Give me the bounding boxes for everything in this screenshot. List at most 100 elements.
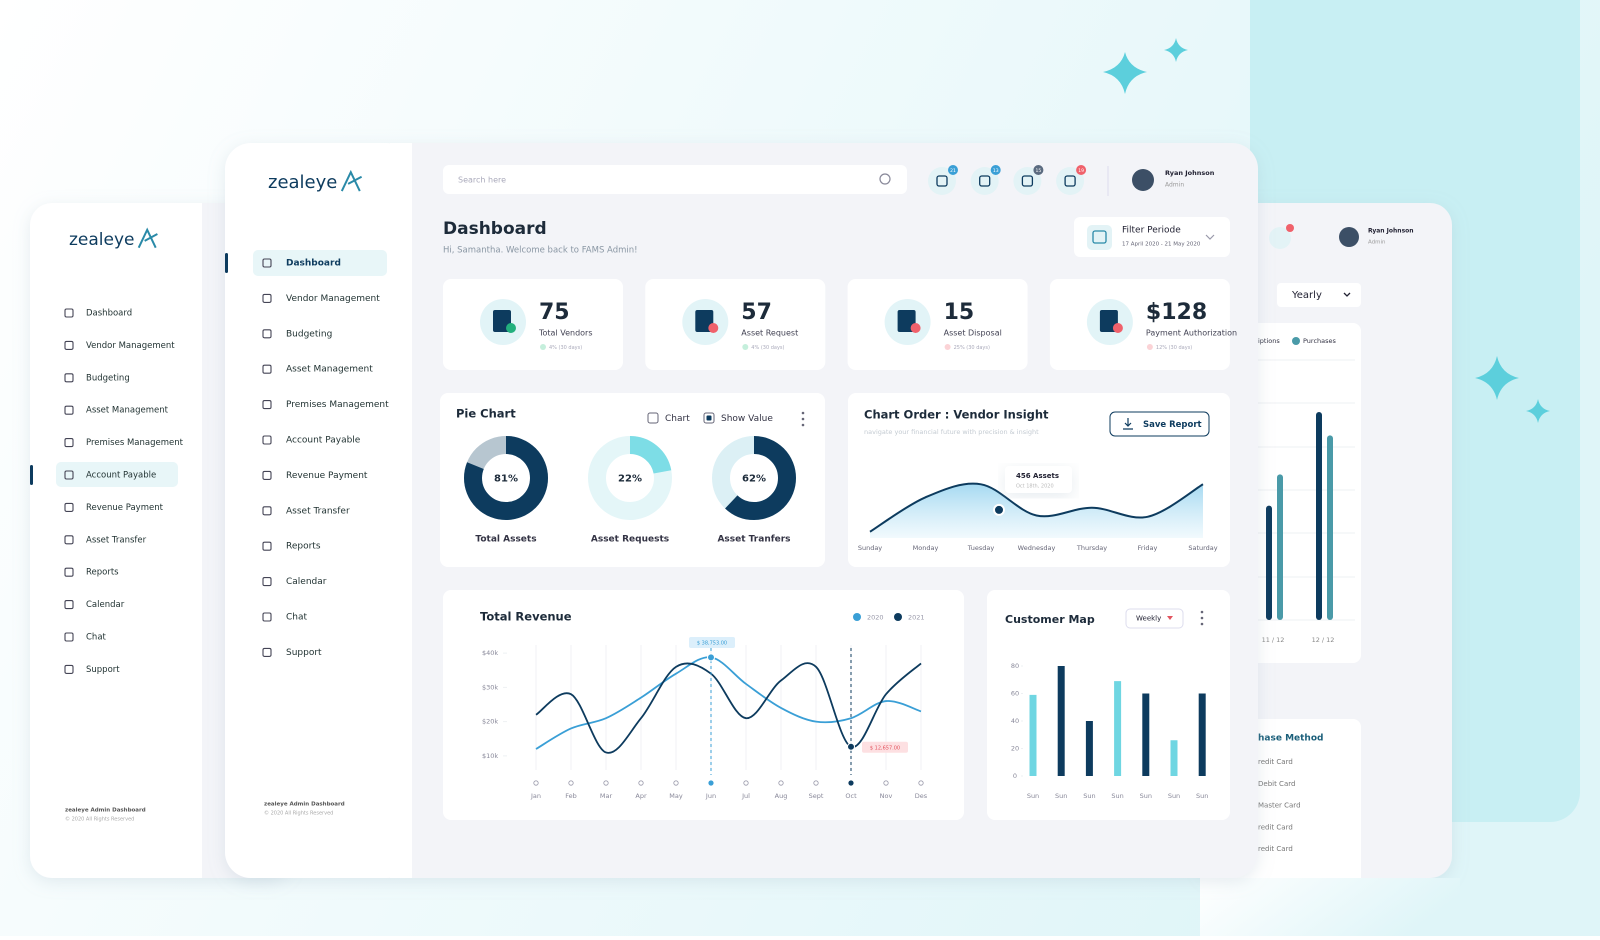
back-right-cover <box>1200 878 1460 936</box>
avatar <box>1339 227 1359 247</box>
stat-change: 4% (30 days) <box>549 345 582 351</box>
footer-title: zealeye Admin Dashboard <box>65 808 146 814</box>
stat-value: 15 <box>944 300 975 325</box>
y-tick-label: $10k <box>482 752 498 760</box>
stat-icon-accent <box>506 323 516 333</box>
x-tick-label: Jul <box>741 792 750 800</box>
bar <box>1029 694 1037 776</box>
x-tick-label: Tuesday <box>967 544 995 552</box>
line <box>535 656 922 750</box>
stat-card <box>645 279 826 370</box>
back-left-sidebar-edge <box>180 203 202 878</box>
stat-label: Asset Request <box>741 329 798 338</box>
menu-item[interactable]: Asset Management <box>286 365 373 375</box>
menu-item[interactable]: Reports <box>286 542 321 552</box>
menu-item[interactable]: Calendar <box>286 577 327 587</box>
x-tick-label: Sun <box>1140 792 1152 800</box>
menu-item[interactable]: Asset Transfer <box>86 535 147 545</box>
menu-item[interactable]: Revenue Payment <box>286 471 368 481</box>
menu-icon <box>64 405 74 415</box>
menu-icon <box>64 535 74 545</box>
checkbox[interactable] <box>647 412 659 424</box>
user-name: Ryan Johnson <box>1368 228 1414 235</box>
icon-glyph <box>936 175 948 187</box>
menu-item[interactable]: Asset Management <box>86 406 169 416</box>
menu-dot <box>1200 622 1204 626</box>
bar <box>1327 435 1333 620</box>
menu-item[interactable]: Chat <box>286 613 308 623</box>
menu-item[interactable]: Support <box>86 665 120 675</box>
badge <box>1286 224 1294 232</box>
menu-item[interactable]: Chat <box>86 633 107 643</box>
list-item: Debit Card <box>1258 780 1295 788</box>
x-dot <box>708 780 714 786</box>
menu-item[interactable]: Support <box>286 648 322 658</box>
y-tick-label: 0 <box>1013 772 1017 780</box>
x-tick-label: Wednesday <box>1018 544 1056 552</box>
value-label: $ 38,753.00 <box>697 641 727 647</box>
tooltip-value: 456 Assets <box>1016 472 1059 480</box>
menu-item[interactable]: Revenue Payment <box>86 503 164 513</box>
bar <box>1114 681 1122 776</box>
menu-item[interactable]: Premises Management <box>86 438 184 448</box>
icon-button[interactable] <box>1013 167 1042 195</box>
greeting: Hi, Samantha. Welcome back to FAMS Admin… <box>443 246 638 256</box>
icon-button[interactable] <box>1056 167 1085 195</box>
save-button[interactable] <box>1109 411 1210 437</box>
menu-item[interactable]: Premises Management <box>286 400 389 410</box>
menu-icon <box>262 435 272 445</box>
menu-item[interactable]: Reports <box>86 568 119 578</box>
menu-dot <box>1200 610 1204 614</box>
x-tick-label: Sunday <box>858 544 882 552</box>
highlight-point <box>847 742 855 751</box>
menu-item[interactable]: Budgeting <box>86 373 130 383</box>
menu-item[interactable]: Account Payable <box>286 436 361 446</box>
dropdown[interactable] <box>1125 608 1184 629</box>
legend-label: 2021 <box>908 614 925 622</box>
menu-item[interactable]: Vendor Management <box>86 341 175 351</box>
dropdown[interactable] <box>1277 283 1361 307</box>
x-tick-label: Sun <box>1083 792 1095 800</box>
search-box[interactable] <box>443 165 907 194</box>
y-tick-label: 80 <box>1011 662 1019 670</box>
x-tick-label: Sun <box>1055 792 1067 800</box>
icon-glyph <box>1064 175 1076 187</box>
x-dot <box>568 780 574 786</box>
value-label: $ 12,657.00 <box>870 745 900 751</box>
x-tick-label: Sept <box>809 792 824 800</box>
search-placeholder: Search here <box>458 176 506 185</box>
dropdown-label: Yearly <box>1291 290 1322 301</box>
x-tick-label: Nov <box>880 792 893 800</box>
badge-count: 13 <box>993 168 999 174</box>
menu-item[interactable]: Calendar <box>86 600 125 610</box>
x-dot <box>743 780 749 786</box>
main-sidebar-edge <box>390 143 412 878</box>
x-tick-label: 12 / 12 <box>1312 636 1335 644</box>
bar <box>1277 474 1283 620</box>
menu-icon <box>64 632 74 642</box>
menu-item[interactable]: Account Payable <box>86 471 156 481</box>
menu-item[interactable]: Vendor Management <box>286 294 380 304</box>
menu-icon <box>262 329 272 339</box>
bar <box>1085 721 1093 776</box>
checkbox-label: Chart <box>665 414 690 424</box>
brand-mark <box>137 227 158 249</box>
icon-button[interactable] <box>970 167 999 195</box>
menu-icon <box>64 373 74 383</box>
menu-item[interactable]: Asset Transfer <box>286 506 350 516</box>
trend-dot <box>540 344 546 350</box>
donut-center <box>612 460 648 496</box>
x-dot <box>813 780 819 786</box>
menu-item[interactable]: Budgeting <box>286 329 332 339</box>
filter-box[interactable] <box>1074 217 1230 257</box>
icon-button[interactable] <box>928 167 956 195</box>
menu-item[interactable]: Dashboard <box>86 309 132 319</box>
stat-label: Total Vendors <box>538 329 593 338</box>
menu-item[interactable]: Dashboard <box>286 259 341 269</box>
list-item: redit Card <box>1258 758 1293 766</box>
x-tick-label: Feb <box>565 792 577 800</box>
bar <box>1266 505 1272 620</box>
main-sidebar <box>225 143 412 878</box>
